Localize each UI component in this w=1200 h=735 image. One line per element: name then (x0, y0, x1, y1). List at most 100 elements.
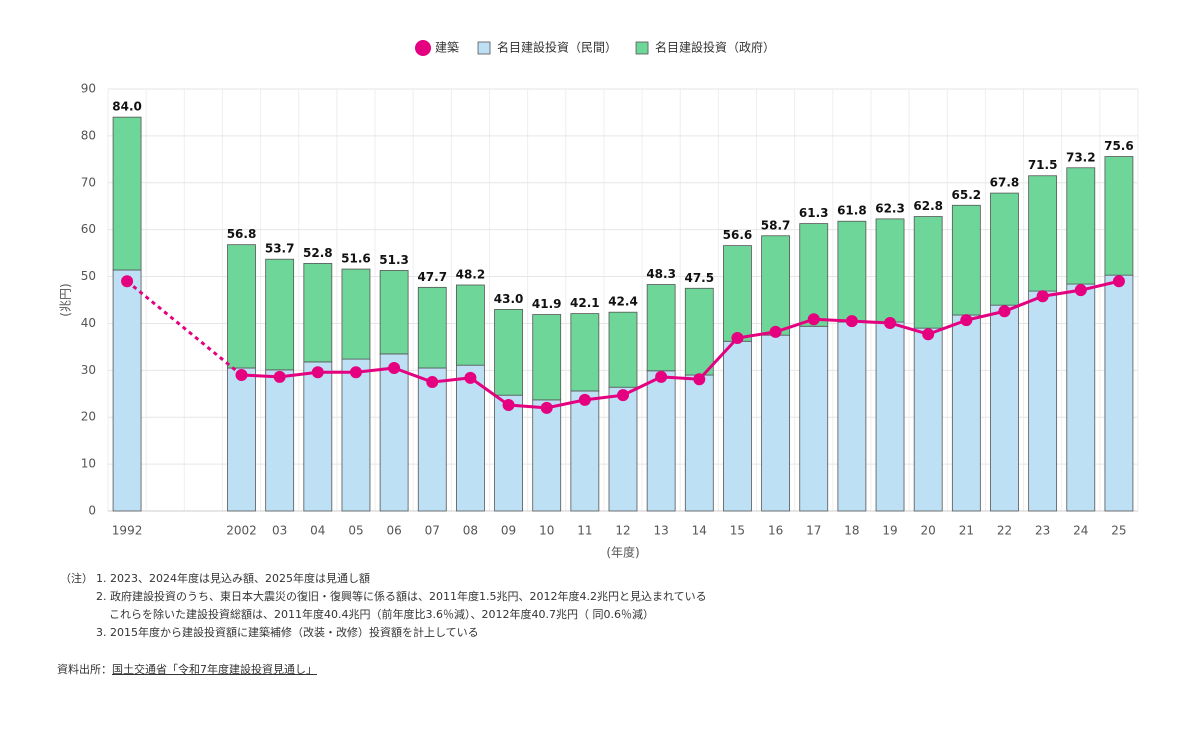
bar-segment (532, 399, 562, 512)
bar-segment (837, 321, 867, 512)
bar-segment (227, 367, 256, 512)
total-label: 56.6 (723, 228, 753, 242)
total-label: 51.3 (379, 253, 409, 267)
line-point (235, 369, 248, 382)
line-point (273, 370, 286, 383)
x-tick-label: 03 (272, 524, 287, 538)
total-label: 65.2 (952, 188, 982, 202)
bar-segment (875, 218, 905, 323)
note: 2. 政府建設投資のうち、東日本大震災の復旧・復興等に係る額は、2011年度1.… (96, 590, 707, 603)
bar-segment (570, 390, 600, 512)
line-point (617, 389, 629, 402)
x-tick-label: 09 (501, 524, 516, 538)
bar-segment (1028, 290, 1058, 512)
x-tick-label: 14 (692, 524, 707, 538)
x-tick-label: 06 (386, 524, 401, 538)
total-label: 62.3 (875, 201, 905, 215)
bar-segment (456, 364, 485, 512)
bar-segment (723, 245, 752, 342)
y-tick-label: 20 (81, 410, 96, 424)
bar-segment (265, 258, 295, 371)
line-point (731, 331, 744, 344)
line-point (349, 366, 362, 379)
bar-segment (951, 314, 981, 512)
x-tick-label: 11 (577, 524, 592, 538)
x-axis-label: (年度) (606, 545, 639, 560)
bar-segment (494, 394, 523, 512)
x-tick-label: 08 (463, 524, 478, 538)
line-point (502, 399, 515, 412)
line-point (998, 305, 1011, 318)
bar-segment (684, 287, 714, 376)
bar-segment (1104, 274, 1134, 512)
bar-segment (761, 334, 790, 512)
x-tick-label: 13 (654, 524, 669, 538)
x-tick-label: 17 (806, 524, 821, 538)
line-point (1074, 284, 1087, 297)
legend-marker (477, 41, 491, 55)
x-tick-label: 05 (348, 524, 363, 538)
bar-segment (799, 325, 829, 512)
x-tick-label: 07 (425, 524, 440, 538)
line-point (311, 366, 324, 379)
y-tick-label: 30 (81, 363, 96, 377)
note: これらを除いた建設投資総額は、2011年度40.4兆円（前年度比3.6％減）、2… (109, 608, 654, 621)
line-point (540, 401, 553, 414)
legend-marker (635, 41, 649, 55)
x-tick-label: 04 (310, 524, 325, 538)
x-tick-label: 12 (615, 524, 630, 538)
total-label: 61.8 (837, 204, 867, 218)
y-tick-label: 90 (81, 82, 96, 96)
y-axis-label: (兆円) (59, 283, 73, 316)
legend-marker (415, 40, 431, 56)
bar-segment (608, 386, 638, 512)
total-label: 53.7 (265, 242, 295, 256)
total-label: 84.0 (112, 100, 142, 114)
line-point (1036, 290, 1049, 303)
bar-segment (1066, 167, 1096, 285)
y-tick-label: 50 (81, 269, 96, 283)
total-label: 42.1 (570, 296, 600, 310)
line-point (769, 325, 782, 338)
bar-segment (227, 244, 256, 369)
x-tick-label: 10 (539, 524, 554, 538)
x-tick-label: 20 (921, 524, 936, 538)
legend-label: 建築 (435, 40, 459, 55)
bar-segment (456, 284, 485, 366)
total-label: 75.6 (1104, 139, 1134, 153)
bar-segment (417, 286, 447, 369)
x-tick-label: 2002 (226, 524, 257, 538)
bar-segment (646, 370, 676, 512)
note: 3. 2015年度から建設投資額に建築補修（改装・改修）投資額を計上している (96, 626, 479, 639)
bar-segment (608, 311, 638, 388)
total-label: 71.5 (1028, 158, 1058, 172)
total-label: 51.6 (341, 252, 371, 266)
line-point (578, 393, 591, 406)
line-point (884, 316, 897, 329)
bar-segment (913, 327, 943, 512)
x-tick-label: 15 (730, 524, 745, 538)
bar-segment (761, 235, 790, 336)
total-label: 56.8 (227, 227, 257, 241)
total-label: 41.9 (532, 297, 562, 311)
y-tick-label: 70 (81, 175, 96, 189)
bar-segment (951, 204, 981, 316)
bar-segment (723, 340, 752, 512)
source-link[interactable]: 国土交通省「令和7年度建設投資見通し」 (112, 663, 317, 676)
total-label: 73.2 (1066, 150, 1096, 164)
total-label: 61.3 (799, 206, 829, 220)
total-label: 67.8 (990, 176, 1020, 190)
y-tick-label: 80 (81, 128, 96, 142)
y-tick-label: 10 (81, 457, 96, 471)
x-tick-label: 24 (1073, 524, 1088, 538)
line-gap-connector (126, 280, 243, 377)
total-label: 42.4 (608, 295, 638, 309)
chart: 0 10 20 30 40 50 60 70 80 90 (兆円) (年度) 1992 2002 03 04 0… (59, 40, 1139, 560)
line-point (1112, 275, 1125, 288)
total-label: 47.5 (684, 271, 714, 285)
x-tick-label: 1992 (112, 524, 143, 538)
line-point (960, 314, 973, 327)
line-point (464, 371, 477, 384)
x-tick-label: 19 (882, 524, 897, 538)
bar-segment (341, 268, 371, 360)
